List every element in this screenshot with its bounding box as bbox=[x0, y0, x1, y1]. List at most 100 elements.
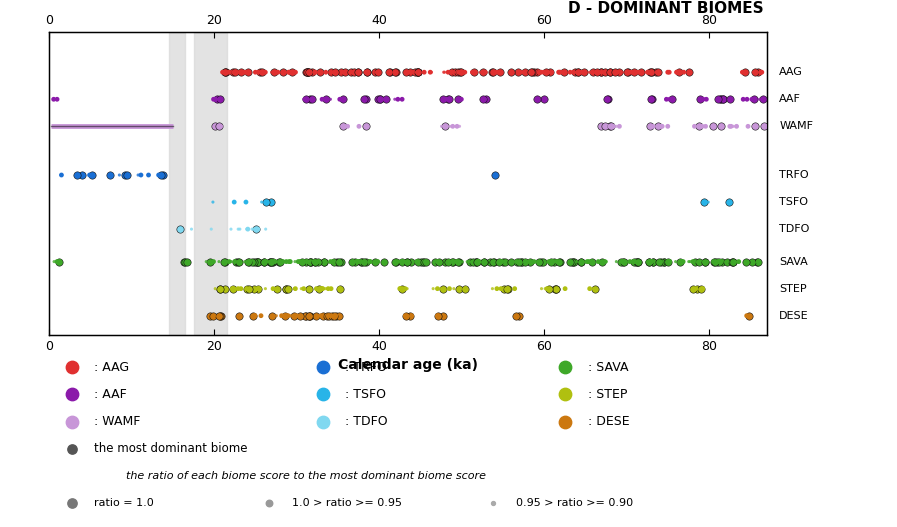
Point bbox=[316, 417, 330, 426]
Point bbox=[276, 68, 291, 76]
Point bbox=[298, 95, 312, 103]
Point bbox=[469, 257, 483, 266]
Point bbox=[462, 257, 476, 266]
Point bbox=[566, 68, 580, 76]
Point bbox=[308, 68, 322, 76]
Point bbox=[273, 257, 287, 266]
Point bbox=[611, 68, 625, 76]
Point bbox=[458, 285, 473, 293]
Point bbox=[452, 68, 466, 76]
Point bbox=[541, 68, 555, 76]
Point bbox=[671, 68, 685, 76]
Point bbox=[428, 257, 442, 266]
Point bbox=[723, 122, 737, 131]
Point bbox=[408, 68, 422, 76]
Point bbox=[272, 257, 286, 266]
Point bbox=[470, 257, 484, 266]
Point bbox=[692, 122, 707, 131]
Point bbox=[486, 257, 501, 266]
Point bbox=[623, 68, 638, 76]
Point bbox=[517, 68, 531, 76]
Point bbox=[297, 285, 311, 293]
Point bbox=[303, 257, 318, 266]
Point bbox=[257, 257, 272, 266]
Point bbox=[318, 95, 333, 103]
Point bbox=[549, 285, 563, 293]
Point bbox=[118, 171, 132, 179]
Point bbox=[315, 95, 329, 103]
Point bbox=[303, 311, 318, 320]
Point bbox=[332, 311, 346, 320]
Point bbox=[624, 68, 639, 76]
Point bbox=[486, 257, 501, 266]
Point bbox=[536, 257, 551, 266]
Point bbox=[245, 225, 259, 233]
Point bbox=[320, 311, 335, 320]
Point bbox=[428, 257, 442, 266]
Point bbox=[754, 68, 769, 76]
Point bbox=[71, 171, 85, 179]
Point bbox=[438, 68, 452, 76]
Point bbox=[650, 122, 665, 131]
Point bbox=[225, 285, 239, 293]
Point bbox=[232, 225, 247, 233]
Point bbox=[436, 285, 450, 293]
Point bbox=[466, 68, 481, 76]
Point bbox=[669, 68, 684, 76]
Point bbox=[379, 95, 394, 103]
Point bbox=[273, 257, 287, 266]
Point bbox=[662, 68, 676, 76]
Point bbox=[633, 257, 648, 266]
Point bbox=[274, 311, 289, 320]
Point bbox=[488, 68, 502, 76]
Point bbox=[213, 95, 228, 103]
Point bbox=[207, 311, 222, 320]
Text: : SAVA: : SAVA bbox=[588, 360, 628, 374]
Point bbox=[692, 257, 706, 266]
Point bbox=[426, 285, 440, 293]
Point bbox=[527, 257, 541, 266]
Point bbox=[417, 68, 431, 76]
Point bbox=[252, 285, 266, 293]
Point bbox=[351, 257, 365, 266]
Point bbox=[558, 285, 572, 293]
Point bbox=[235, 285, 249, 293]
Point bbox=[540, 285, 554, 293]
Point bbox=[302, 68, 317, 76]
Point bbox=[477, 95, 492, 103]
Point bbox=[574, 257, 588, 266]
Point bbox=[47, 95, 61, 103]
Point bbox=[696, 95, 710, 103]
Point bbox=[47, 257, 61, 266]
Text: STEP: STEP bbox=[779, 284, 807, 294]
Point bbox=[644, 95, 658, 103]
Point bbox=[581, 257, 596, 266]
Point bbox=[316, 390, 330, 398]
Point bbox=[254, 311, 268, 320]
Point bbox=[558, 390, 572, 398]
Point bbox=[696, 257, 710, 266]
Point bbox=[715, 95, 729, 103]
Point bbox=[595, 257, 609, 266]
Point bbox=[586, 68, 600, 76]
Point bbox=[440, 95, 454, 103]
Bar bbox=[169, 32, 186, 335]
Point bbox=[257, 257, 272, 266]
Point bbox=[478, 68, 492, 76]
Point bbox=[690, 285, 704, 293]
Point bbox=[492, 257, 507, 266]
Point bbox=[522, 257, 536, 266]
Point bbox=[370, 257, 385, 266]
Point bbox=[447, 285, 461, 293]
Point bbox=[396, 257, 410, 266]
Point bbox=[399, 257, 414, 266]
Point bbox=[346, 257, 361, 266]
Point bbox=[476, 68, 491, 76]
Point bbox=[594, 68, 608, 76]
Point bbox=[642, 257, 657, 266]
Point bbox=[388, 68, 403, 76]
Point bbox=[588, 68, 603, 76]
Point bbox=[510, 257, 525, 266]
Point bbox=[327, 68, 342, 76]
Point bbox=[352, 68, 366, 76]
